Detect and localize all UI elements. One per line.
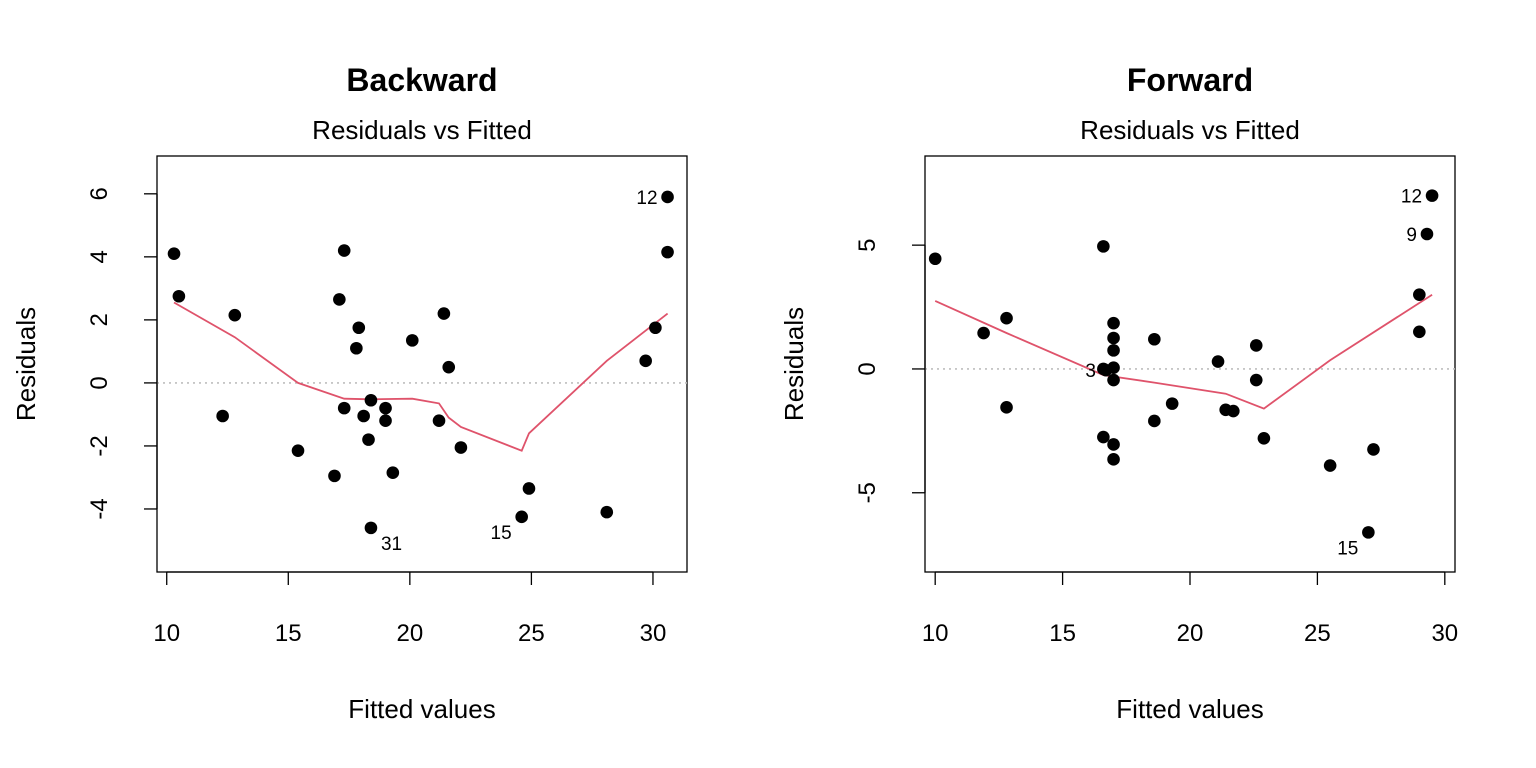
backward-data-point [350, 341, 363, 355]
forward-data-point [1107, 438, 1120, 451]
backward-data-point [228, 308, 242, 322]
backward-title: Backward [346, 62, 497, 98]
backward-data-point [337, 244, 351, 257]
forward-data-point [1323, 459, 1337, 472]
backward-smooth-line [173, 301, 669, 452]
backward-data-point [649, 321, 662, 335]
backward-data-point [639, 354, 652, 368]
backward-subtitle: Residuals vs Fitted [312, 115, 532, 145]
forward-data-point [1165, 397, 1179, 410]
backward-y-axis-label: Residuals [11, 307, 41, 421]
backward-y-tick-label: 0 [86, 376, 113, 389]
forward-data-point [1249, 339, 1263, 352]
backward-x-tick-label: 20 [396, 620, 423, 647]
backward-data-point [432, 414, 446, 428]
forward-data-point [1107, 344, 1120, 357]
forward-data-point [1249, 373, 1263, 387]
backward-data-point [333, 293, 346, 306]
forward-subtitle: Residuals vs Fitted [1080, 115, 1300, 145]
forward-data-point [1107, 373, 1120, 387]
forward-point-label: 9 [1406, 225, 1417, 246]
forward-data-point [928, 252, 942, 266]
forward-point-label: 12 [1401, 187, 1422, 208]
forward-data-point [1148, 332, 1161, 346]
backward-x-tick-label: 15 [275, 620, 302, 647]
forward-data-point [1107, 453, 1120, 466]
forward-data-point [1097, 240, 1110, 253]
backward-y-tick-label: 6 [86, 187, 113, 200]
backward-data-point [216, 409, 229, 423]
backward-point-label: 15 [491, 523, 512, 544]
forward-data-point [1000, 311, 1013, 325]
backward-x-tick-label: 10 [153, 620, 180, 647]
backward-data-point [379, 401, 392, 415]
backward-y-tick-label: 4 [86, 250, 113, 263]
backward-data-point [454, 441, 468, 454]
forward-point-label: 15 [1337, 538, 1358, 559]
forward-data-point [1257, 431, 1271, 445]
forward-data-point [1211, 355, 1225, 368]
backward-data-point [172, 289, 186, 303]
backward-data-point [661, 190, 674, 204]
backward-data-point [362, 433, 375, 446]
forward-data-point [1148, 414, 1161, 428]
forward-data-point [1227, 404, 1240, 418]
forward-data-point [1107, 361, 1120, 375]
backward-data-point [328, 469, 341, 483]
backward-y-tick-label: -2 [86, 435, 113, 456]
forward-plot-area: 10 15 20 25 30 -5 0 5 3 15 9 12 [854, 155, 1458, 647]
forward-data-point [1413, 325, 1426, 339]
backward-data-point [661, 245, 674, 259]
forward-panel: Forward Residuals vs Fitted Fitted value… [779, 62, 1458, 724]
backward-data-point [364, 393, 378, 407]
forward-data-point [1362, 526, 1375, 539]
backward-y-tick-label: 2 [86, 313, 113, 326]
backward-point-label: 31 [381, 534, 402, 555]
forward-data-point [1425, 189, 1439, 202]
backward-x-tick-label: 30 [640, 620, 667, 647]
backward-data-point [522, 482, 536, 495]
forward-x-axis-label: Fitted values [1116, 694, 1263, 724]
forward-x-tick-label: 30 [1431, 620, 1458, 647]
forward-title: Forward [1127, 62, 1253, 98]
backward-data-point [379, 414, 392, 428]
backward-data-point [386, 466, 400, 480]
forward-data-point [1097, 430, 1110, 444]
backward-x-tick-label: 25 [518, 620, 545, 647]
backward-y-tick-label: -4 [86, 498, 113, 519]
forward-y-tick-label: -5 [854, 482, 881, 503]
forward-data-point [1367, 443, 1380, 456]
forward-y-tick-label: 5 [854, 238, 881, 251]
forward-data-point [1107, 316, 1120, 330]
backward-data-point [600, 505, 614, 519]
forward-data-point [1420, 227, 1434, 241]
backward-data-point [405, 334, 419, 347]
forward-data-point [1107, 331, 1120, 345]
backward-x-axis-label: Fitted values [348, 694, 495, 724]
backward-data-point [291, 444, 305, 457]
forward-point-label: 3 [1085, 361, 1096, 382]
backward-plot-area: 10 15 20 25 30 -4 -2 0 2 4 6 31 15 12 [86, 155, 688, 647]
backward-data-point [437, 307, 451, 320]
forward-x-tick-label: 20 [1177, 620, 1204, 647]
forward-y-tick-label: 0 [854, 362, 881, 375]
backward-panel: Backward Residuals vs Fitted Fitted valu… [11, 62, 688, 724]
backward-data-point [364, 521, 378, 535]
backward-data-point [357, 409, 370, 423]
forward-x-tick-label: 10 [922, 620, 949, 647]
backward-data-point [442, 360, 456, 374]
forward-data-point [977, 326, 990, 340]
backward-point-label: 12 [636, 188, 657, 209]
forward-x-tick-label: 15 [1049, 620, 1076, 647]
forward-x-tick-label: 25 [1304, 620, 1331, 647]
backward-data-point [167, 247, 181, 260]
backward-data-point [515, 510, 528, 524]
forward-data-point [1000, 401, 1013, 414]
forward-smooth-line [934, 293, 1433, 410]
forward-y-axis-label: Residuals [779, 307, 809, 421]
backward-data-point [352, 321, 366, 335]
forward-data-point [1413, 288, 1426, 301]
backward-data-point [337, 401, 351, 415]
